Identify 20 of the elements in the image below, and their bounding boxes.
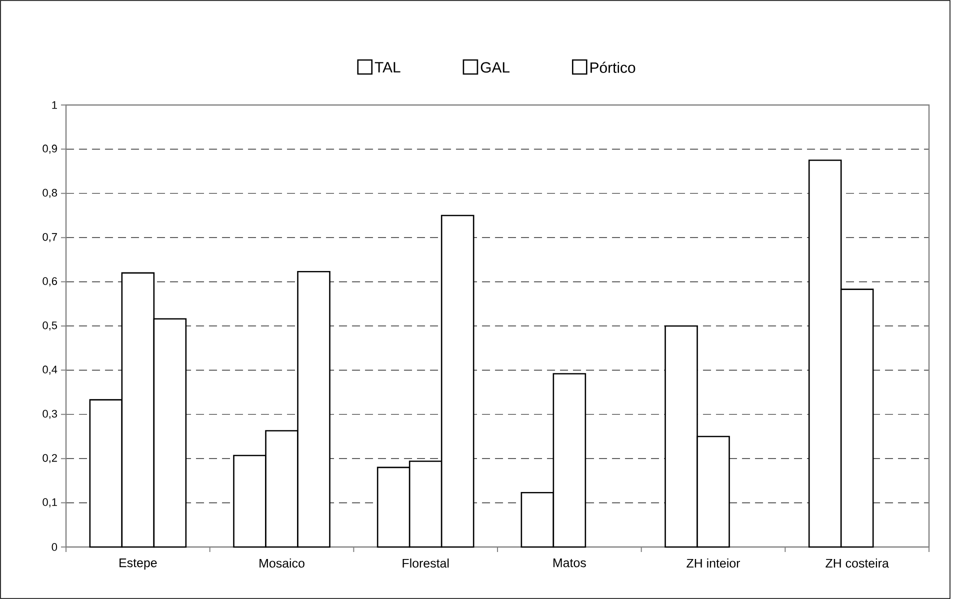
legend-label: TAL [374,62,400,72]
x-tick-label: Estepe [120,558,157,570]
x-tick-label: ZH costeira [826,558,889,568]
y-tick-label: 0,3 [42,410,58,419]
legend-label: GAL [480,62,510,73]
y-tick-label: 0,9 [42,144,57,154]
x-tick-label: Mosaico [260,558,304,568]
x-tick-label: Florestal [402,558,449,568]
y-tick-label: 0,4 [42,366,58,375]
y-tick-label: 0,7 [42,233,57,242]
y-tick-label: 0,6 [42,277,58,286]
x-tick-label: ZH inteior [686,558,740,568]
legend-label: Pórtico [590,62,636,73]
y-tick-label: 1 [52,101,57,109]
y-tick-label: 0 [52,543,58,551]
y-tick-label: 0,5 [42,321,58,331]
y-tick-label: 0,1 [42,498,57,508]
y-tick-label: 0,8 [42,188,58,198]
x-tick-label: Matos [553,558,586,568]
y-tick-label: 0,2 [42,454,57,464]
